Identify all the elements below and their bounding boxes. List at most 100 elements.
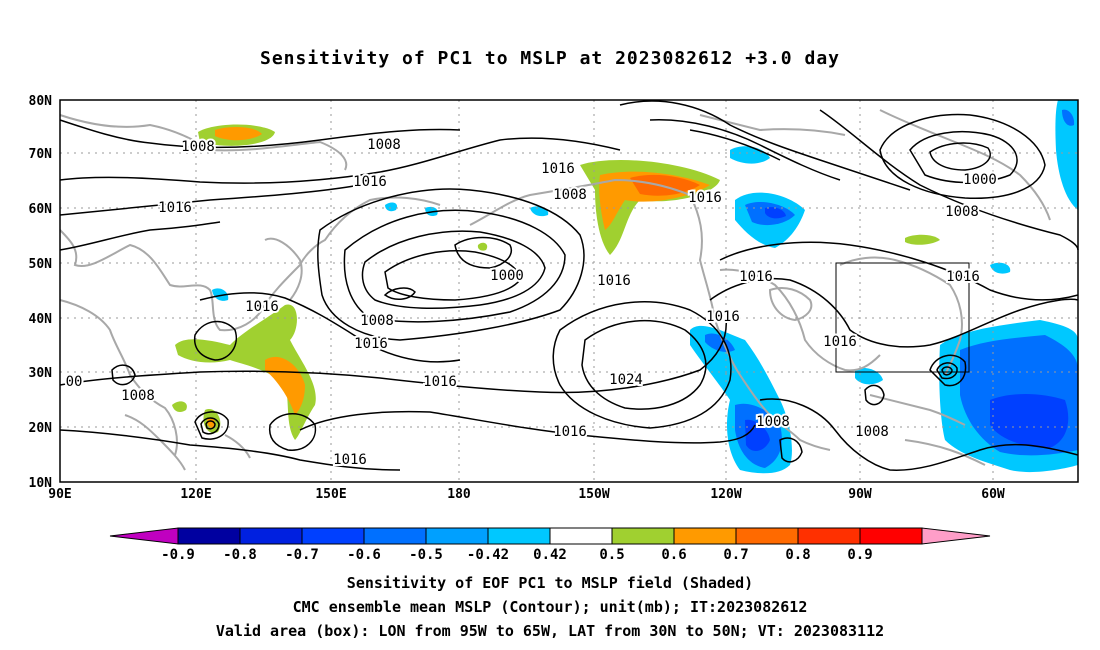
lon-label: 120W xyxy=(710,487,741,502)
colorbar-segment xyxy=(363,527,427,545)
colorbar-segment xyxy=(425,527,489,545)
contour-label: 1016 xyxy=(423,374,457,390)
map-frame xyxy=(59,99,1079,483)
lat-label: 20N xyxy=(29,421,53,436)
colorbar-tick-label: 0.6 xyxy=(661,547,686,563)
contour-label: 1016 xyxy=(541,161,575,177)
colorbar-tick-label: 0.42 xyxy=(533,547,567,563)
colorbar-labels: -0.9 -0.8 -0.7 -0.6 -0.5 -0.42 0.42 0.5 0.6 0.7 0.… xyxy=(161,547,873,563)
contour-line xyxy=(936,362,958,380)
shade-patch xyxy=(212,288,229,301)
contour-line xyxy=(361,230,546,309)
contour-label: 1016 xyxy=(158,200,192,216)
coastline xyxy=(839,256,963,376)
colorbar-tick-label: -0.8 xyxy=(223,547,257,563)
contour-label: 1016 xyxy=(706,309,740,325)
colorbar-segment xyxy=(549,527,613,545)
shade-patch xyxy=(175,304,316,440)
shade-patch xyxy=(477,242,488,251)
contour-line xyxy=(59,137,621,184)
lon-label: 90E xyxy=(48,487,71,502)
contour-label: 1008 xyxy=(553,187,587,203)
shade-patch xyxy=(630,174,700,196)
contour-line xyxy=(909,131,1018,184)
contour-line xyxy=(819,109,1079,251)
shade-patch xyxy=(172,401,187,413)
contour-label: 1016 xyxy=(353,174,387,190)
contour-line xyxy=(552,301,732,429)
lat-label: 50N xyxy=(29,257,53,272)
lat-label: 60N xyxy=(29,202,53,217)
coastline xyxy=(469,178,716,321)
contour-label: 1008 xyxy=(121,388,155,404)
colorbar-segment xyxy=(611,527,675,545)
coastline xyxy=(699,114,846,136)
coastline xyxy=(224,434,251,459)
contour-line xyxy=(719,241,1079,301)
colorbar-segment xyxy=(301,527,365,545)
contour-line xyxy=(709,277,1079,348)
contour-label: 1008 xyxy=(367,137,401,153)
contour-line xyxy=(200,417,220,435)
contour-line xyxy=(689,129,781,161)
map-title: Sensitivity of PC1 to MSLP at 2023082612… xyxy=(259,48,840,69)
footer-line-3: Valid area (box): LON from 95W to 65W, L… xyxy=(215,622,885,640)
colorbar-segment xyxy=(859,527,923,545)
lon-label: 150W xyxy=(578,487,609,502)
contour-label: 1008 xyxy=(855,424,889,440)
contour-line xyxy=(317,188,585,341)
contour-line xyxy=(59,119,461,149)
gridlines xyxy=(60,100,1078,482)
lat-label: 40N xyxy=(29,312,53,327)
shade-patch xyxy=(765,207,786,219)
coastline xyxy=(869,394,966,426)
contour-line xyxy=(193,320,237,361)
shade-patch xyxy=(905,234,940,245)
lat-label: 10N xyxy=(29,476,53,491)
colorbar-min-arrow xyxy=(109,527,179,545)
footer-line-2: CMC ensemble mean MSLP (Contour); unit(m… xyxy=(292,598,808,616)
coastlines xyxy=(59,109,1051,471)
footer-line-1: Sensitivity of EOF PC1 to MSLP field (Sh… xyxy=(346,574,754,592)
contour-line xyxy=(941,366,953,376)
colorbar-segment xyxy=(487,527,551,545)
coastline xyxy=(59,299,178,456)
contour-line xyxy=(194,411,229,440)
shade-patch xyxy=(745,419,770,452)
contour-label: 00 xyxy=(66,374,83,390)
contour-label: 1008 xyxy=(360,313,394,329)
lon-label: 180 xyxy=(447,487,471,502)
colorbar-segment xyxy=(797,527,861,545)
shade-patch xyxy=(990,262,1011,274)
contour-line xyxy=(59,221,221,251)
contour-line xyxy=(581,320,707,410)
shade-patch xyxy=(215,126,262,141)
contour-label: 1008 xyxy=(181,139,215,155)
contour-line xyxy=(343,209,566,323)
colorbar-tick-label: -0.5 xyxy=(409,547,443,563)
contour-line xyxy=(779,437,803,463)
mslp-contours xyxy=(59,100,1079,471)
colorbar-tick-label: 0.9 xyxy=(847,547,872,563)
contour-line xyxy=(59,184,361,216)
contour-line xyxy=(649,119,841,181)
contour-line xyxy=(619,100,911,191)
lon-label: 90W xyxy=(848,487,872,502)
shade-patch xyxy=(385,202,398,212)
contour-label: 1016 xyxy=(946,269,980,285)
colorbar-segment xyxy=(177,527,241,545)
coastline xyxy=(714,319,831,451)
contour-line xyxy=(929,354,967,387)
coastline xyxy=(59,229,263,332)
shade-patch xyxy=(990,394,1069,448)
coastline xyxy=(904,439,986,466)
contour-label: 1016 xyxy=(354,336,388,352)
contour-label: 1016 xyxy=(553,424,587,440)
lat-label: 30N xyxy=(29,366,53,381)
contour-line xyxy=(864,384,885,406)
colorbar-tick-label: -0.7 xyxy=(285,547,319,563)
contour-line xyxy=(59,309,727,394)
lon-label: 60W xyxy=(981,487,1005,502)
shade-patch xyxy=(855,368,883,385)
